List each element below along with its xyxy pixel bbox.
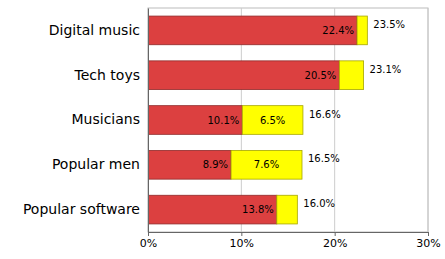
category-label: Digital music xyxy=(49,22,140,38)
tick: 30% xyxy=(416,232,440,250)
bar xyxy=(339,61,363,90)
grid-line xyxy=(148,8,149,232)
grid-line xyxy=(428,8,429,232)
tick-label: 0% xyxy=(140,237,157,250)
bar xyxy=(242,106,303,135)
plot-frame xyxy=(148,8,428,232)
tick: 20% xyxy=(323,232,347,250)
axis-line xyxy=(148,9,149,233)
data-label: 10.1% xyxy=(207,115,239,126)
tick: Digital music xyxy=(49,22,140,38)
bar xyxy=(148,16,357,45)
tick-label: 30% xyxy=(416,237,440,250)
bar xyxy=(148,195,277,224)
total-label: 16.0% xyxy=(303,198,335,209)
tick-label: 20% xyxy=(323,237,347,250)
category-label: Tech toys xyxy=(74,67,140,83)
data-labels: 22.4% 20.5% 10.1% 8.9% 13.8% 6.5% 7.6% 23.5% 23.… xyxy=(203,19,405,215)
data-label: 8.9% xyxy=(203,159,228,170)
data-label: 7.6% xyxy=(254,159,279,170)
total-label: 16.5% xyxy=(308,153,340,164)
total-label: 23.1% xyxy=(370,64,402,75)
tick-mark xyxy=(428,232,429,236)
tick-label: 10% xyxy=(230,237,254,250)
bar xyxy=(277,195,298,224)
tick-mark xyxy=(148,232,149,236)
axis-line xyxy=(149,233,429,237)
tick: Tech toys xyxy=(74,67,140,83)
tick-mark xyxy=(335,232,336,236)
tick: Popular software xyxy=(23,201,140,217)
data-label: 13.8% xyxy=(242,204,274,215)
total-label: 23.5% xyxy=(373,19,405,30)
tick: Popular men xyxy=(52,156,140,172)
bar xyxy=(357,16,367,45)
data-label: 22.4% xyxy=(322,25,354,36)
tick: 0% xyxy=(140,232,157,250)
tick: 10% xyxy=(230,232,254,250)
total-label: 16.6% xyxy=(309,109,341,120)
bar xyxy=(231,150,302,179)
bar xyxy=(148,61,339,90)
tick-mark xyxy=(241,232,242,236)
bars xyxy=(148,16,367,224)
x-axis: 0% 10% 20% 30% xyxy=(140,232,441,250)
data-label: 20.5% xyxy=(305,70,337,81)
chart: 0% 10% 20% 30% Digital music Tech toys Musicia… xyxy=(0,0,445,259)
category-label: Popular software xyxy=(23,201,140,217)
category-label: Popular men xyxy=(52,156,140,172)
bar xyxy=(148,150,231,179)
category-label: Musicians xyxy=(72,111,140,127)
tick: Musicians xyxy=(72,111,140,127)
data-label: 6.5% xyxy=(260,115,285,126)
y-axis: Digital music Tech toys Musicians Popular m… xyxy=(23,9,149,233)
grid xyxy=(148,8,428,232)
bar xyxy=(148,106,242,135)
